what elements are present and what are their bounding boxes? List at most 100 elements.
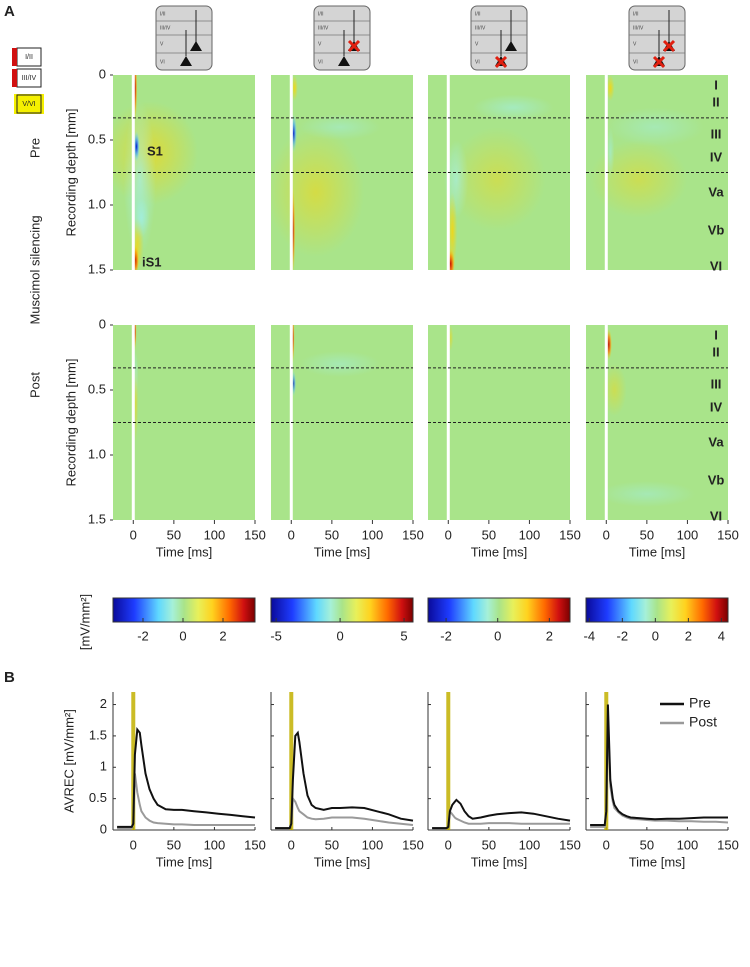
stimulus-marker — [446, 692, 451, 830]
layer-label: VI — [710, 258, 722, 273]
panel-label: A — [4, 3, 15, 20]
colorbar-tick-label: 0 — [336, 628, 343, 643]
colorbar-tick-label: -4 — [584, 628, 596, 643]
avrec-line — [432, 798, 571, 830]
x-axis-label: Time [ms] — [156, 544, 213, 559]
stimulus-marker — [289, 692, 294, 830]
schematic: I/II III/IV V VI — [628, 5, 686, 71]
x-tick-label: 150 — [402, 527, 424, 542]
csd-blob — [590, 140, 688, 218]
schematic-label: I/II — [318, 11, 324, 17]
csd-blob — [447, 192, 458, 270]
csd-blob — [598, 481, 696, 507]
x-tick-label: 150 — [717, 527, 739, 542]
x-tick-label: 100 — [519, 837, 541, 852]
y-tick-label: 0 — [99, 66, 106, 81]
layer-label: III — [711, 376, 722, 391]
colorbar — [112, 597, 256, 623]
y-tick-label: 0.5 — [88, 131, 106, 146]
row-label: Muscimol silencing — [27, 215, 42, 324]
x-mark — [494, 55, 508, 69]
csd-blob — [299, 351, 381, 377]
colorbar-tick-label: -2 — [440, 628, 452, 643]
annotation: S1 — [147, 143, 163, 158]
legend-label: Pre — [689, 695, 711, 711]
schematic-label: V — [318, 41, 322, 47]
heatmap — [113, 325, 255, 520]
y-tick-label: 0.5 — [88, 381, 106, 396]
colorbar-tick-label: 4 — [718, 628, 725, 643]
y-tick-label: 1.0 — [88, 446, 106, 461]
schematic-box — [628, 5, 686, 71]
schematic: I/II III/IV V VI — [155, 5, 213, 71]
avrec-line — [275, 795, 414, 830]
avrec-line — [117, 773, 255, 830]
csd-blob — [133, 130, 140, 163]
colorbar-tick-label: -5 — [270, 628, 282, 643]
layer-label: Va — [708, 184, 724, 199]
x-tick-label: 150 — [402, 837, 424, 852]
csd-blob — [602, 364, 627, 416]
layer-label: I — [714, 327, 718, 342]
x-axis-label: Time [ms] — [471, 544, 528, 559]
x-tick-label: 150 — [559, 837, 581, 852]
y-tick-label: 1.0 — [88, 196, 106, 211]
schematic-label: III/IV — [318, 25, 329, 31]
colorbar-label: [mV/mm²] — [77, 594, 92, 650]
x-tick-label: 50 — [640, 527, 654, 542]
y-axis-label: AVREC [mV/mm²] — [61, 709, 76, 813]
x-axis-label: Time [ms] — [471, 854, 528, 869]
schematic-label: VI — [318, 59, 323, 65]
avrec-line — [117, 727, 256, 828]
x-axis-label: Time [ms] — [156, 854, 213, 869]
x-tick-label: 0 — [445, 837, 452, 852]
x-tick-label: 150 — [717, 837, 739, 852]
colorbar-tick-label: 0 — [179, 628, 186, 643]
layer-label: Vb — [708, 472, 725, 487]
colorbar-tick-label: 0 — [652, 628, 659, 643]
x-tick-label: 100 — [519, 527, 541, 542]
x-tick-label: 100 — [677, 837, 699, 852]
colorbar-tick-label: 2 — [219, 628, 226, 643]
inset-label: V/VI — [22, 101, 35, 108]
inset-marker — [12, 48, 17, 66]
row-label: Pre — [27, 138, 42, 158]
x-tick-label: 50 — [167, 527, 181, 542]
y-axis-label: Recording depth [mm] — [63, 109, 78, 237]
heatmap — [271, 325, 413, 520]
x-mark — [347, 39, 361, 53]
schematic-label: I/II — [475, 11, 481, 17]
x-tick-label: 150 — [559, 527, 581, 542]
x-tick-label: 100 — [362, 527, 384, 542]
y-tick-label: 1.5 — [88, 511, 106, 526]
highlight — [14, 94, 44, 114]
schematic: I/II III/IV V VI — [470, 5, 528, 71]
x-tick-label: 0 — [130, 837, 137, 852]
x-tick-label: 0 — [130, 527, 137, 542]
y-tick-label: 1.5 — [89, 727, 107, 742]
annotation: iS1 — [142, 254, 162, 269]
colorbar-tick-label: -2 — [137, 628, 149, 643]
neuron — [338, 56, 350, 66]
colorbar — [270, 597, 414, 623]
avrec-line — [590, 704, 728, 826]
colorbar — [427, 597, 571, 623]
layer-label: IV — [710, 399, 723, 414]
x-mark — [652, 55, 666, 69]
layer-label: II — [712, 94, 719, 109]
layer-label: Va — [708, 434, 724, 449]
schematic-label: III/IV — [160, 25, 171, 31]
heatmap — [113, 75, 255, 270]
x-tick-label: 100 — [204, 837, 226, 852]
neuron — [190, 41, 202, 51]
avrec-line — [275, 730, 414, 830]
schematic-label: V — [475, 41, 479, 47]
y-axis-label: Recording depth [mm] — [63, 359, 78, 487]
layer-label: III — [711, 126, 722, 141]
y-tick-label: 0.5 — [89, 790, 107, 805]
x-tick-label: 0 — [288, 837, 295, 852]
schematic-label: VI — [160, 59, 165, 65]
layer-label: I — [714, 77, 718, 92]
x-tick-label: 100 — [362, 837, 384, 852]
